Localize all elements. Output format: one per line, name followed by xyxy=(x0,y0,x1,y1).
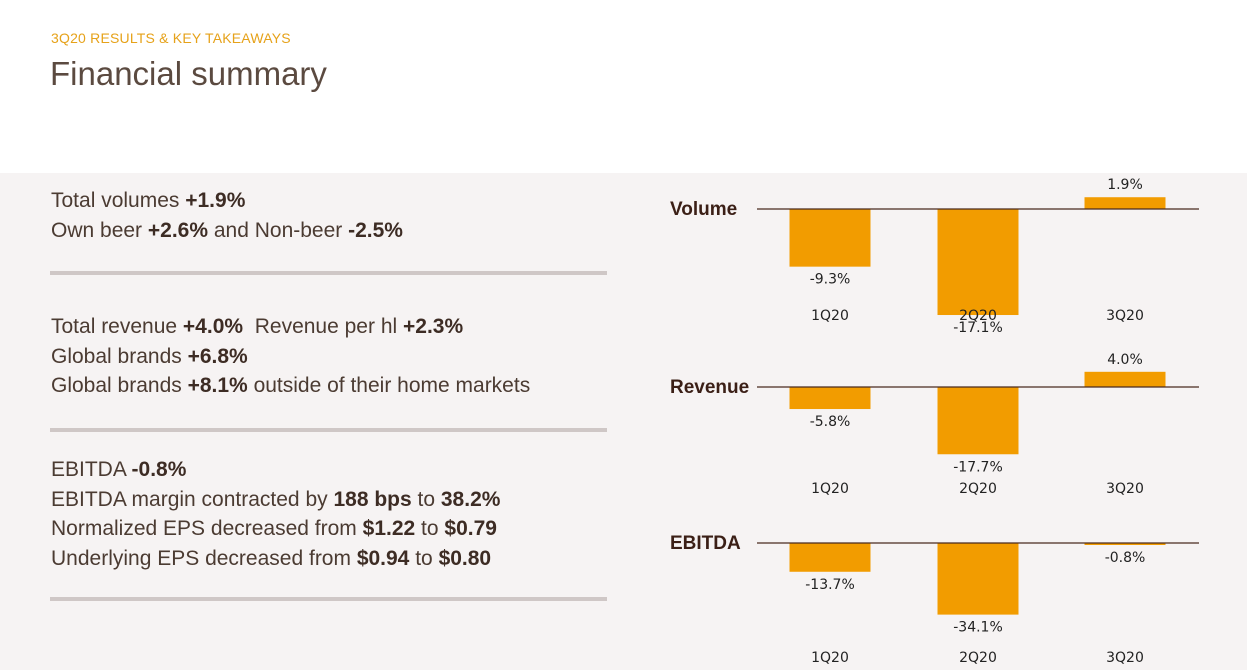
takeaway-figure: +4.0% xyxy=(182,315,244,338)
bar-2q20 xyxy=(937,543,1019,615)
bar-3q20 xyxy=(1084,371,1166,387)
data-label: -17.1% xyxy=(953,320,1003,336)
chart-title: EBITDA xyxy=(670,533,741,554)
bar-2q20 xyxy=(937,387,1019,455)
tick-label: 1Q20 xyxy=(811,481,849,497)
takeaway-text: Revenue per hl xyxy=(243,315,403,338)
takeaway-figure: 38.2% xyxy=(440,487,501,511)
takeaway-figure: -0.8% xyxy=(131,458,187,481)
tick-label: 2Q20 xyxy=(959,308,997,324)
bar-1q20 xyxy=(789,543,871,572)
takeaway-line: Total revenue +4.0% Revenue per hl +2.3% xyxy=(51,312,651,342)
takeaway-line: EBITDA -0.8% xyxy=(51,455,651,485)
tick-label: 2Q20 xyxy=(959,481,997,497)
tick-label: 3Q20 xyxy=(1106,308,1144,324)
tick-label: 1Q20 xyxy=(811,650,849,666)
takeaway-line: Own beer +2.6% and Non-beer -2.5% xyxy=(51,216,651,246)
takeaway-figure: $0.94 xyxy=(356,546,410,570)
divider xyxy=(50,597,607,601)
data-label: 1.9% xyxy=(1107,177,1143,193)
bar-3q20 xyxy=(1084,197,1166,209)
takeaway-figure: +1.9% xyxy=(185,189,246,212)
takeaway-line: Global brands +6.8% xyxy=(51,342,651,372)
takeaway-figure: $1.22 xyxy=(362,517,416,540)
bar-2q20 xyxy=(937,209,1019,316)
content-panel xyxy=(0,173,1247,670)
takeaway-text: EBITDA xyxy=(51,458,132,481)
data-label: -5.8% xyxy=(810,414,851,430)
takeaway-line: EBITDA margin contracted by 188 bps to 3… xyxy=(51,485,651,515)
tick-label: 3Q20 xyxy=(1106,481,1144,497)
takeaway-text: Global brands xyxy=(51,374,188,397)
chart-title: Revenue xyxy=(670,377,749,398)
takeaway-text: to xyxy=(409,546,439,570)
takeaway-line: Global brands +8.1% outside of their hom… xyxy=(51,371,651,401)
data-label: -13.7% xyxy=(805,577,855,593)
takeaway-text: to xyxy=(411,487,441,511)
data-label: -9.3% xyxy=(810,272,851,288)
takeaway-text: Own beer xyxy=(51,218,148,242)
bar-3q20 xyxy=(1084,543,1166,545)
data-label: 4.0% xyxy=(1107,352,1143,368)
takeaway-text: Underlying EPS decreased from xyxy=(51,546,357,570)
takeaway-text: Normalized EPS decreased from xyxy=(51,517,363,540)
bar-1q20 xyxy=(789,209,871,267)
takeaway-figure: -2.5% xyxy=(348,218,403,242)
takeaway-text: and Non-beer xyxy=(208,218,349,242)
takeaway-text: to xyxy=(415,517,445,540)
volume-takeaways: Total volumes +1.9% Own beer +2.6% and No… xyxy=(51,186,651,245)
takeaway-text: Total revenue xyxy=(51,315,183,338)
takeaway-line: Underlying EPS decreased from $0.94 to $… xyxy=(51,544,651,574)
takeaway-line: Normalized EPS decreased from $1.22 to $… xyxy=(51,514,651,544)
takeaway-text: outside of their home markets xyxy=(247,374,531,397)
takeaway-figure: $0.80 xyxy=(438,546,492,570)
tick-label: 2Q20 xyxy=(959,650,997,666)
ebitda-takeaways: EBITDA -0.8% EBITDA margin contracted by … xyxy=(51,455,651,573)
takeaway-figure: $0.79 xyxy=(444,517,497,540)
data-label: -17.7% xyxy=(953,459,1003,475)
chart-title: Volume xyxy=(670,199,737,220)
divider xyxy=(50,428,607,432)
revenue-takeaways: Total revenue +4.0% Revenue per hl +2.3%… xyxy=(51,312,651,401)
section-subtitle: 3Q20 RESULTS & KEY TAKEAWAYS xyxy=(51,30,291,46)
takeaway-text: Total volumes xyxy=(51,189,186,212)
takeaway-text: EBITDA margin contracted by xyxy=(51,487,334,511)
bar-1q20 xyxy=(789,387,871,410)
takeaway-figure: +2.3% xyxy=(403,315,464,338)
data-label: -34.1% xyxy=(953,620,1003,636)
tick-label: 3Q20 xyxy=(1106,650,1144,666)
data-label: -0.8% xyxy=(1105,550,1146,566)
takeaway-figure: +2.6% xyxy=(147,218,209,242)
takeaway-line: Total volumes +1.9% xyxy=(51,186,651,216)
page-title: Financial summary xyxy=(50,55,327,92)
tick-label: 1Q20 xyxy=(811,308,849,324)
takeaway-text: Global brands xyxy=(51,344,188,368)
takeaway-figure: +6.8% xyxy=(187,344,248,368)
takeaway-figure: 188 bps xyxy=(333,487,412,511)
divider xyxy=(50,271,607,275)
takeaway-figure: +8.1% xyxy=(187,374,248,397)
